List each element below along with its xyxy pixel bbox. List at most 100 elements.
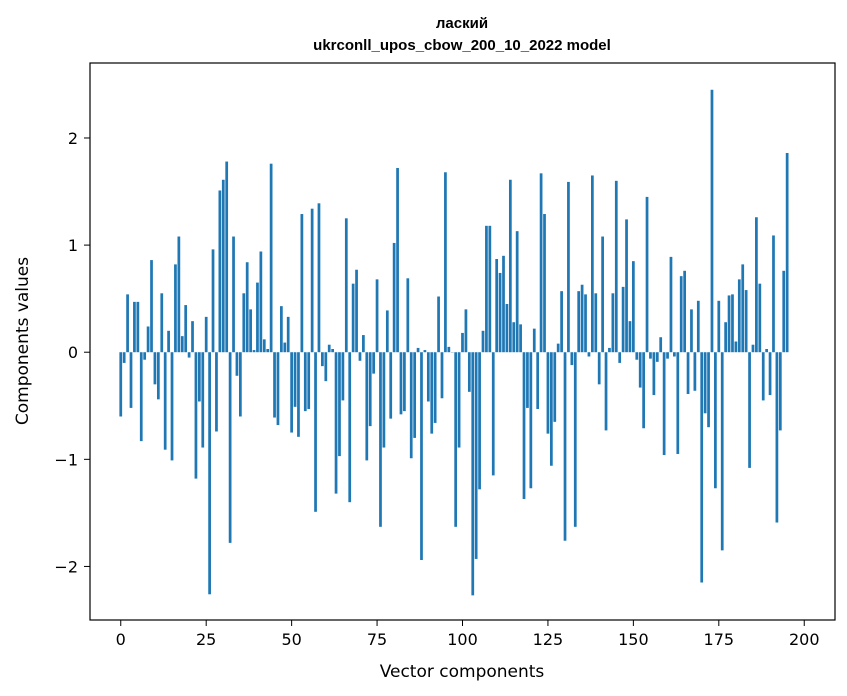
bar-43: [266, 349, 270, 353]
bar-162: [673, 352, 676, 357]
bar-52: [297, 352, 300, 437]
bar-156: [652, 352, 656, 396]
bar-41: [259, 251, 263, 353]
bar-192: [775, 352, 779, 523]
bar-118: [522, 352, 526, 499]
bar-46: [276, 352, 280, 426]
bar-113: [505, 304, 509, 353]
bar-153: [642, 352, 645, 429]
bar-25: [204, 316, 208, 353]
bar-136: [584, 294, 587, 353]
x-tick-label: 75: [367, 630, 387, 649]
bar-147: [621, 286, 625, 353]
bar-15: [170, 352, 174, 461]
bar-183: [744, 290, 748, 353]
bar-106: [481, 330, 485, 353]
bar-18: [180, 336, 184, 353]
bar-168: [693, 352, 697, 391]
bar-100: [461, 332, 464, 353]
bar-4: [133, 301, 136, 353]
bar-84: [406, 278, 410, 353]
bar-110: [495, 259, 499, 353]
bar-11: [156, 352, 160, 400]
bar-149: [628, 321, 632, 353]
bar-86: [413, 352, 417, 438]
bar-172: [707, 352, 710, 428]
y-tick-label: 2: [68, 129, 78, 148]
bar-123: [539, 173, 543, 353]
x-tick-label: 0: [116, 630, 126, 649]
bar-133: [573, 352, 577, 527]
bar-36: [242, 293, 246, 353]
bar-14: [167, 330, 170, 353]
bar-99: [457, 352, 461, 448]
bar-91: [430, 352, 434, 434]
x-tick-label: 125: [533, 630, 564, 649]
bar-191: [772, 235, 775, 353]
bar-182: [741, 264, 745, 353]
bar-65: [341, 352, 345, 401]
bar-27: [211, 249, 215, 353]
bar-47: [280, 306, 283, 353]
bar-129: [560, 291, 563, 353]
bar-62: [331, 349, 334, 353]
bar-178: [727, 295, 731, 353]
bar-137: [587, 352, 591, 357]
bar-104: [474, 352, 478, 559]
bar-170: [700, 352, 704, 583]
x-tick-label: 150: [618, 630, 649, 649]
bar-176: [720, 352, 724, 551]
bar-55: [307, 352, 311, 409]
bar-73: [368, 352, 372, 427]
bar-143: [608, 347, 611, 353]
bar-83: [403, 352, 406, 412]
bar-93: [437, 296, 440, 353]
bar-122: [536, 352, 540, 409]
x-axis-ticks: 0 25 50 75 100 125 150 175 200: [116, 620, 820, 649]
bar-131: [567, 181, 570, 353]
bar-64: [338, 352, 341, 457]
bar-31: [225, 161, 229, 353]
bar-30: [221, 179, 225, 353]
bar-33: [232, 236, 235, 353]
bar-177: [724, 322, 728, 353]
bar-171: [703, 352, 707, 414]
bar-44: [269, 163, 273, 353]
bar-13: [163, 352, 167, 450]
bar-20: [187, 352, 191, 358]
bar-68: [351, 283, 355, 353]
bar-45: [273, 352, 276, 418]
bar-193: [778, 352, 782, 431]
bar-40: [256, 282, 259, 353]
bar-174: [714, 352, 717, 489]
bar-0: [119, 352, 123, 417]
bar-35: [239, 352, 242, 417]
bar-92: [433, 352, 437, 423]
bar-154: [645, 196, 649, 353]
bar-63: [334, 352, 338, 494]
bar-164: [679, 276, 683, 353]
bar-135: [580, 284, 584, 353]
bar-54: [303, 352, 307, 412]
bar-189: [765, 349, 769, 353]
bar-167: [690, 309, 693, 353]
bar-103: [471, 352, 475, 596]
bar-77: [382, 352, 386, 448]
bar-38: [249, 309, 252, 353]
bar-5: [136, 301, 140, 353]
bar-75: [375, 279, 379, 353]
bar-3: [129, 352, 133, 408]
bar-89: [423, 350, 427, 353]
bar-49: [286, 316, 290, 353]
bar-82: [399, 352, 403, 415]
bar-88: [420, 352, 423, 561]
bar-141: [601, 236, 604, 353]
bar-66: [344, 218, 348, 353]
bar-179: [731, 294, 734, 353]
bar-48: [283, 342, 287, 353]
bar-158: [659, 337, 663, 353]
bar-71: [362, 335, 365, 353]
bar-150: [632, 261, 635, 353]
bar-175: [717, 300, 721, 353]
